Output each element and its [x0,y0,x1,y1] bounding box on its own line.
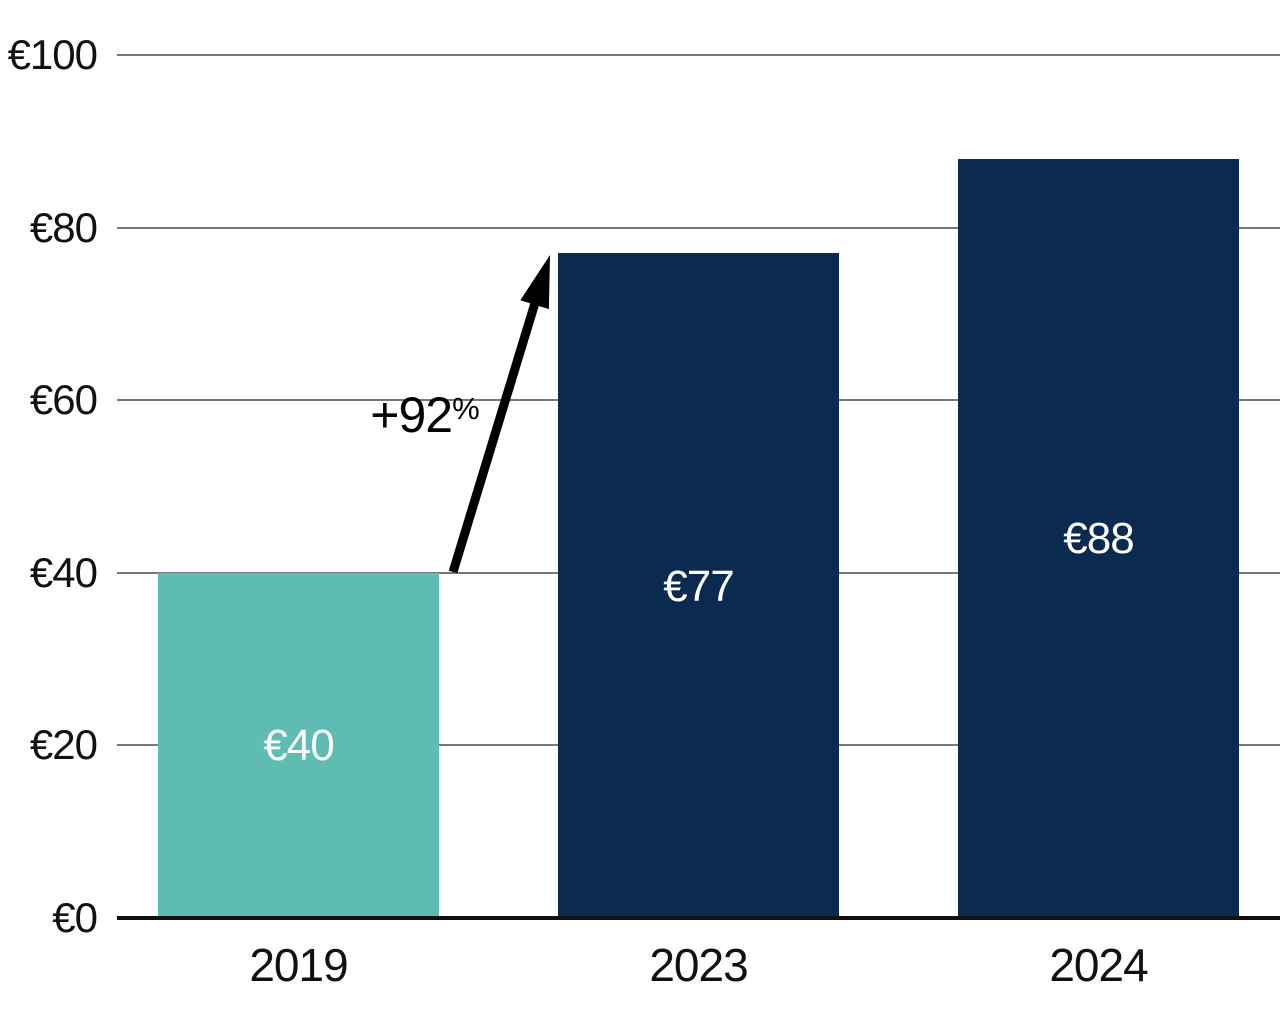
bar-2023: €77 [558,253,839,920]
x-tick-label: 2023 [649,939,748,991]
y-tick-label: €80 [29,203,98,251]
bar-value-label: €40 [263,721,334,771]
y-tick-label: €60 [29,376,98,424]
bar-value-label: €77 [663,561,734,611]
bar-2019: €40 [158,572,439,920]
bar-2024: €88 [958,158,1239,920]
percent-sign: % [452,391,480,426]
x-tick-label: 2024 [1049,939,1148,991]
y-tick-label: €0 [52,894,98,941]
x-axis-line [117,916,1280,920]
y-tick-label: €40 [29,548,98,596]
gridline [117,54,1280,56]
percent-change-label: +92 % [345,390,505,440]
percent-change-value: +92 [370,387,453,443]
gridline [117,226,1280,229]
y-tick-label: €100 [7,31,98,78]
bar-value-label: €88 [1063,514,1134,564]
x-tick-label: 2019 [249,939,348,991]
y-tick-label: €20 [29,721,98,769]
